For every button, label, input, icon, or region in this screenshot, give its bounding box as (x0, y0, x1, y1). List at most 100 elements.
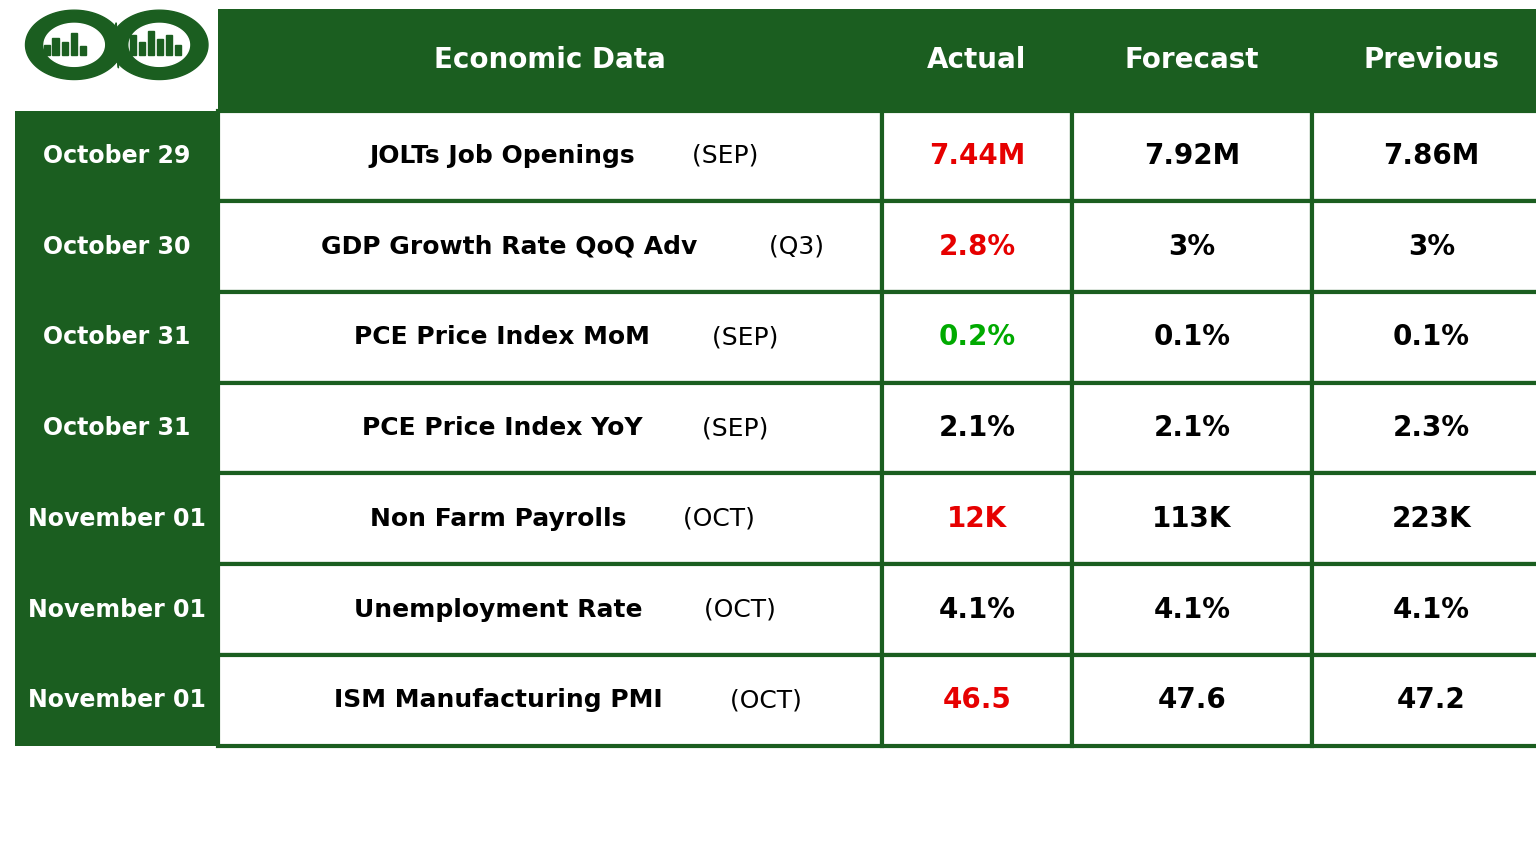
Text: (OCT): (OCT) (676, 507, 756, 530)
Bar (1312, 201, 1536, 292)
Bar (882, 655, 1072, 746)
Bar (15, 564, 218, 655)
Text: 7.86M: 7.86M (1384, 142, 1479, 170)
Text: Non Farm Payrolls: Non Farm Payrolls (370, 507, 627, 530)
Bar (129, 35, 135, 55)
Text: GDP Growth Rate QoQ Adv: GDP Growth Rate QoQ Adv (321, 235, 697, 258)
Polygon shape (111, 10, 207, 79)
Text: November 01: November 01 (28, 689, 206, 712)
Text: 113K: 113K (1152, 505, 1232, 533)
Bar (52, 38, 58, 55)
Bar (882, 9, 1072, 111)
Bar (166, 35, 172, 55)
Text: Economic Data: Economic Data (435, 46, 665, 73)
Text: 2.8%: 2.8% (938, 232, 1015, 261)
Text: 7.92M: 7.92M (1144, 142, 1240, 170)
Bar (882, 111, 1072, 201)
Text: 47.2: 47.2 (1398, 686, 1465, 715)
Bar (175, 45, 181, 55)
Bar (15, 201, 218, 292)
Text: Unemployment Rate: Unemployment Rate (355, 598, 642, 621)
Text: 0.2%: 0.2% (938, 323, 1015, 352)
Text: November 01: November 01 (28, 507, 206, 530)
Text: 4.1%: 4.1% (938, 595, 1015, 624)
Text: JOLTs Job Openings: JOLTs Job Openings (369, 144, 634, 168)
Bar (218, 564, 882, 655)
Bar (218, 9, 882, 111)
Bar (1072, 383, 1312, 473)
Bar (882, 292, 1072, 383)
Text: 4.1%: 4.1% (1393, 595, 1470, 624)
Bar (218, 201, 882, 292)
Bar (71, 33, 77, 55)
Bar (1072, 292, 1312, 383)
Text: 223K: 223K (1392, 505, 1471, 533)
Bar (218, 655, 882, 746)
Text: (Q3): (Q3) (762, 235, 825, 258)
Bar (15, 111, 218, 201)
Text: October 29: October 29 (43, 144, 190, 168)
Text: Previous: Previous (1364, 46, 1499, 73)
Bar (1072, 655, 1312, 746)
Bar (218, 292, 882, 383)
Bar (15, 655, 218, 746)
Bar (218, 383, 882, 473)
Bar (157, 39, 163, 55)
Bar (15, 383, 218, 473)
Text: 3%: 3% (1409, 232, 1455, 261)
Text: 4.1%: 4.1% (1154, 595, 1230, 624)
Text: October 31: October 31 (43, 326, 190, 349)
Text: October 31: October 31 (43, 416, 190, 440)
Bar (80, 46, 86, 55)
Bar (1072, 9, 1312, 111)
Text: November 01: November 01 (28, 598, 206, 621)
Bar (1312, 9, 1536, 111)
Bar (15, 9, 218, 111)
Bar (1312, 655, 1536, 746)
Text: October 30: October 30 (43, 235, 190, 258)
Text: PCE Price Index MoM: PCE Price Index MoM (353, 326, 650, 349)
Text: (OCT): (OCT) (722, 689, 802, 712)
Bar (15, 292, 218, 383)
Bar (1312, 111, 1536, 201)
Text: 0.1%: 0.1% (1393, 323, 1470, 352)
Bar (218, 111, 882, 201)
Bar (1312, 564, 1536, 655)
Bar (1072, 473, 1312, 564)
Bar (147, 30, 154, 55)
Text: (SEP): (SEP) (694, 416, 768, 440)
Text: 46.5: 46.5 (943, 686, 1011, 715)
Bar (882, 564, 1072, 655)
Text: 47.6: 47.6 (1158, 686, 1226, 715)
Bar (15, 473, 218, 564)
Text: (SEP): (SEP) (684, 144, 759, 168)
Text: (OCT): (OCT) (696, 598, 776, 621)
Text: 0.1%: 0.1% (1154, 323, 1230, 352)
Text: 12K: 12K (946, 505, 1008, 533)
Bar (45, 45, 51, 55)
Bar (1312, 383, 1536, 473)
Text: 7.44M: 7.44M (929, 142, 1025, 170)
Bar (218, 473, 882, 564)
Bar (882, 383, 1072, 473)
Text: Actual: Actual (928, 46, 1026, 73)
Text: 2.3%: 2.3% (1393, 414, 1470, 442)
Polygon shape (45, 23, 104, 67)
Text: 2.1%: 2.1% (1154, 414, 1230, 442)
Text: ISM Manufacturing PMI: ISM Manufacturing PMI (333, 689, 662, 712)
Bar (882, 201, 1072, 292)
Polygon shape (26, 10, 123, 79)
Text: (SEP): (SEP) (703, 326, 777, 349)
Text: 3%: 3% (1169, 232, 1215, 261)
Bar (138, 41, 144, 55)
Bar (1312, 292, 1536, 383)
Bar (1072, 201, 1312, 292)
Bar (1072, 564, 1312, 655)
Bar (1072, 111, 1312, 201)
Bar (1312, 473, 1536, 564)
Text: 2.1%: 2.1% (938, 414, 1015, 442)
Text: PCE Price Index YoY: PCE Price Index YoY (361, 416, 642, 440)
Bar (882, 473, 1072, 564)
Bar (61, 41, 68, 55)
Text: Forecast: Forecast (1124, 46, 1260, 73)
